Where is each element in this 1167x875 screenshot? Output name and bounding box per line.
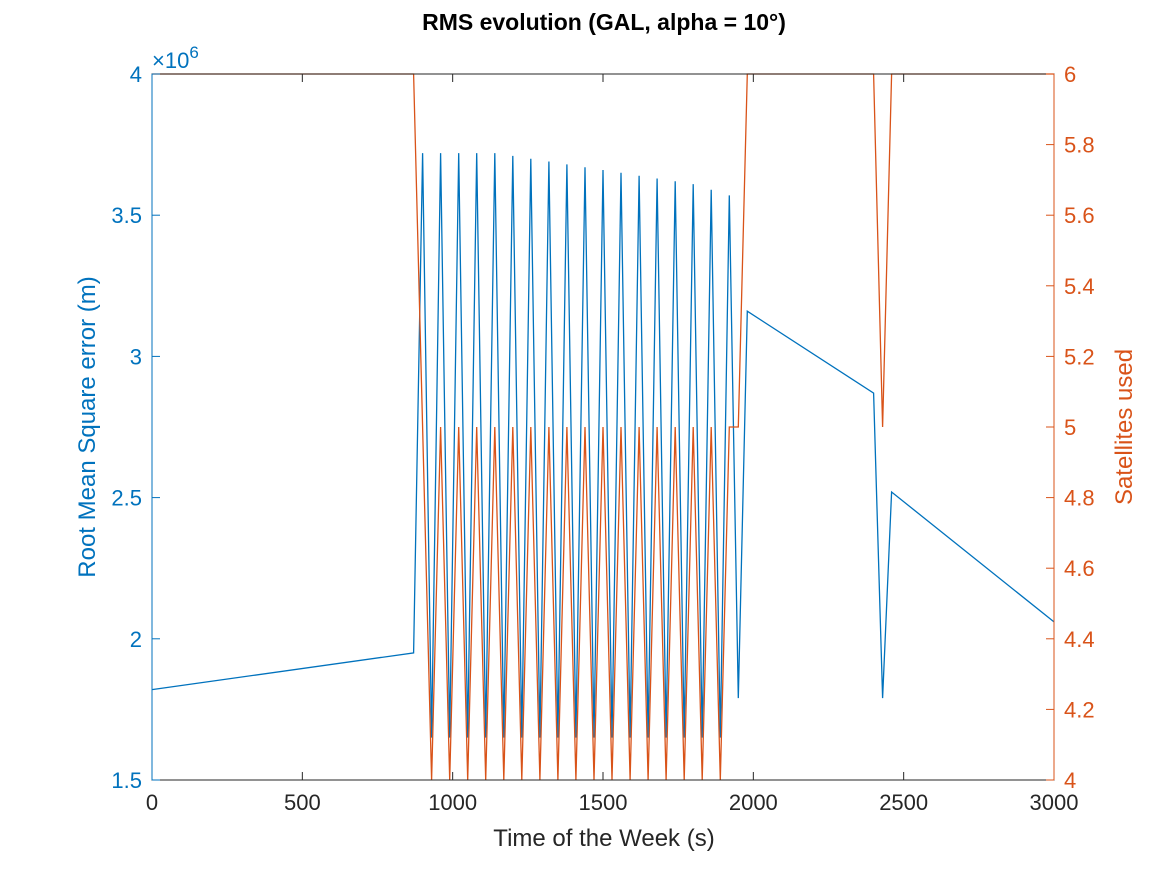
- x-axis-label: Time of the Week (s): [493, 825, 714, 852]
- x-tick-label: 2500: [879, 790, 928, 815]
- right-y-tick-label: 5: [1064, 415, 1076, 440]
- y-axis-multiplier: ×106: [152, 43, 199, 73]
- satellites-series-line: [152, 73, 1054, 781]
- left-y-tick-label: 2.5: [111, 486, 142, 511]
- x-tick-label: 2000: [729, 790, 778, 815]
- y-multiplier-exponent: 6: [189, 43, 198, 62]
- left-y-tick-label: 1.5: [111, 768, 142, 793]
- right-y-tick-label: 5.4: [1064, 274, 1095, 299]
- rms-series-line: [151, 153, 1055, 738]
- right-y-tick-label: 6: [1064, 62, 1076, 87]
- right-y-tick-label: 5.8: [1064, 133, 1095, 158]
- plot-lines: [151, 73, 1055, 781]
- chart-title: RMS evolution (GAL, alpha = 10°): [422, 9, 786, 35]
- x-tick-label: 500: [284, 790, 321, 815]
- left-y-tick-label: 3.5: [111, 203, 142, 228]
- right-y-tick-label: 4.6: [1064, 556, 1095, 581]
- left-y-axis-label: Root Mean Square error (m): [74, 276, 101, 577]
- right-y-tick-label: 4.2: [1064, 697, 1095, 722]
- right-y-tick-label: 4.4: [1064, 627, 1095, 652]
- x-tick-label: 1000: [428, 790, 477, 815]
- right-y-tick-label: 4: [1064, 768, 1076, 793]
- left-y-axis-ticks: 1.5 2 2.5 3 3.5 4: [111, 62, 160, 793]
- left-y-tick-label: 3: [130, 344, 142, 369]
- x-tick-label: 0: [146, 790, 158, 815]
- x-tick-label: 3000: [1030, 790, 1079, 815]
- x-axis-ticks: 0 500 1000 1500 2000 2500 3000: [146, 74, 1079, 815]
- right-y-axis-label: Satellites used: [1111, 349, 1138, 505]
- right-y-tick-label: 5.6: [1064, 203, 1095, 228]
- x-tick-label: 1500: [579, 790, 628, 815]
- left-y-tick-label: 2: [130, 627, 142, 652]
- right-y-tick-label: 4.8: [1064, 486, 1095, 511]
- right-y-axis-ticks: 4 4.2 4.4 4.6 4.8 5 5.2 5.4 5.6 5.8 6: [1046, 62, 1095, 793]
- y-multiplier-base: ×10: [152, 48, 189, 73]
- left-y-tick-label: 4: [130, 62, 142, 87]
- right-y-tick-label: 5.2: [1064, 344, 1095, 369]
